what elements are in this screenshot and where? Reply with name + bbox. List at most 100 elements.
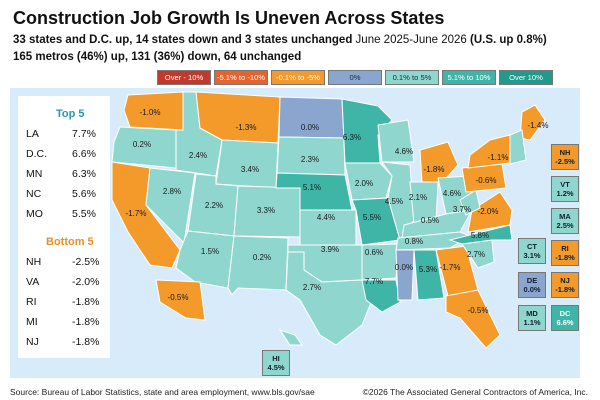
state-value-wi: 4.6% bbox=[395, 147, 413, 156]
period-label: June 2025-June 2026 bbox=[355, 34, 467, 46]
top5-heading: Top 5 bbox=[56, 108, 85, 120]
state-value-wv: 3.7% bbox=[453, 205, 471, 214]
ranking-row: LA 7.7% bbox=[26, 128, 106, 142]
small-state-de: DE 0.0% bbox=[518, 272, 546, 298]
small-state-name: RI bbox=[561, 244, 569, 253]
state-value: 5.5% bbox=[72, 208, 96, 220]
state-value-in: 2.1% bbox=[409, 193, 427, 202]
small-state-ri: RI -1.8% bbox=[551, 240, 579, 266]
state-mo bbox=[351, 197, 401, 246]
state-name: RI bbox=[26, 296, 37, 308]
small-state-hi: HI 4.5% bbox=[262, 350, 290, 376]
small-state-value: 1.2% bbox=[556, 189, 574, 198]
state-ak bbox=[155, 279, 206, 321]
state-value-fl: -0.5% bbox=[468, 306, 489, 315]
small-state-md: MD 1.1% bbox=[518, 305, 546, 331]
state-la bbox=[361, 279, 401, 313]
state-value: 6.6% bbox=[72, 148, 96, 160]
state-name: NH bbox=[26, 256, 42, 268]
state-name: VA bbox=[26, 276, 40, 288]
state-value-pa: -0.6% bbox=[476, 176, 497, 185]
state-wy bbox=[215, 139, 279, 189]
state-value: 6.3% bbox=[72, 168, 96, 180]
rankings-panel: Top 5 LA 7.7% D.C. 6.6% MN 6.3% NC 5.6% MO 5.5% B… bbox=[18, 96, 110, 358]
small-state-value: 4.5% bbox=[267, 363, 285, 372]
small-state-name: DC bbox=[559, 309, 571, 318]
state-value-co: 3.3% bbox=[257, 206, 275, 215]
state-value-il: 4.5% bbox=[385, 197, 403, 206]
small-state-value: -1.8% bbox=[555, 253, 575, 262]
state-value-oh: 4.6% bbox=[443, 189, 461, 198]
state-value-ok: 3.9% bbox=[321, 245, 339, 254]
state-ny bbox=[467, 134, 517, 169]
state-value: -1.8% bbox=[72, 316, 100, 328]
small-state-name: MA bbox=[559, 212, 571, 221]
state-value-or: 0.2% bbox=[133, 140, 151, 149]
state-value-mn: 6.3% bbox=[343, 133, 361, 142]
state-value-ut: 2.2% bbox=[205, 201, 223, 210]
state-hi bbox=[278, 329, 303, 346]
ranking-row: VA -2.0% bbox=[26, 276, 106, 290]
ranking-row: D.C. 6.6% bbox=[26, 148, 106, 162]
state-value-ak: -0.5% bbox=[168, 293, 189, 302]
ranking-row: RI -1.8% bbox=[26, 296, 106, 310]
state-value-la: 7.7% bbox=[365, 277, 383, 286]
legend-item: Over - 10% bbox=[157, 70, 211, 85]
state-value-ca: -1.7% bbox=[126, 209, 147, 218]
state-value-ny: -1.1% bbox=[488, 153, 509, 162]
state-az bbox=[175, 230, 235, 289]
state-name: D.C. bbox=[26, 148, 47, 160]
state-value-ms: 0.0% bbox=[395, 263, 413, 272]
bottom5-heading: Bottom 5 bbox=[46, 236, 94, 248]
state-ky bbox=[401, 209, 473, 239]
state-value-tn: 0.8% bbox=[405, 237, 423, 246]
state-name: MN bbox=[26, 168, 43, 180]
ranking-row: NH -2.5% bbox=[26, 256, 106, 270]
state-value: -1.8% bbox=[72, 336, 100, 348]
state-value-ky: 0.5% bbox=[421, 216, 439, 225]
state-value-mo: 5.5% bbox=[363, 213, 381, 222]
states-summary: 33 states and D.C. up, 14 states down an… bbox=[13, 34, 353, 46]
state-value-nv: 2.8% bbox=[163, 187, 181, 196]
legend-item: -0.1% to -5% bbox=[271, 70, 325, 85]
state-value-al: 5.3% bbox=[419, 265, 437, 274]
small-state-name: HI bbox=[272, 354, 280, 363]
color-legend: Over - 10% -5.1% to -10% -0.1% to -5% 0% 0.1… bbox=[157, 70, 556, 85]
small-state-value: 1.1% bbox=[523, 318, 541, 327]
small-state-value: 2.5% bbox=[556, 221, 574, 230]
state-value-nm: 0.2% bbox=[253, 253, 271, 262]
us-summary: (U.S. up 0.8%) bbox=[470, 34, 547, 46]
small-state-nj: NJ -1.8% bbox=[551, 272, 579, 298]
ranking-row: NC 5.6% bbox=[26, 188, 106, 202]
small-state-name: DE bbox=[526, 276, 538, 285]
state-name: NJ bbox=[26, 336, 39, 348]
state-value-mi: -1.8% bbox=[424, 165, 445, 174]
state-name: MO bbox=[26, 208, 43, 220]
metros-summary: 165 metros (46%) up, 131 (36%) down, 64 … bbox=[13, 51, 302, 63]
state-value-me: -1.4% bbox=[528, 121, 549, 130]
small-state-value: 6.6% bbox=[556, 318, 574, 327]
small-state-name: MD bbox=[526, 309, 538, 318]
legend-item: 0% bbox=[328, 70, 382, 85]
state-nm bbox=[227, 235, 289, 296]
state-value-id: 2.4% bbox=[189, 151, 207, 160]
state-ia bbox=[344, 162, 393, 201]
state-ms bbox=[395, 249, 415, 301]
small-state-name: VT bbox=[560, 180, 570, 189]
new-england-states bbox=[509, 129, 527, 165]
small-state-vt: VT 1.2% bbox=[551, 176, 579, 202]
state-mi bbox=[419, 141, 459, 186]
state-value-wy: 3.4% bbox=[241, 165, 259, 174]
small-state-nh: NH -2.5% bbox=[551, 144, 579, 170]
small-state-name: NH bbox=[559, 148, 571, 157]
small-state-ma: MA 2.5% bbox=[551, 208, 579, 234]
legend-item: 0.1% to 5% bbox=[385, 70, 439, 85]
state-value: -2.5% bbox=[72, 256, 100, 268]
state-name: LA bbox=[26, 128, 39, 140]
state-ar bbox=[361, 243, 399, 281]
summary-line-1: 33 states and D.C. up, 14 states down an… bbox=[13, 34, 547, 46]
state-value: -1.8% bbox=[72, 296, 100, 308]
state-nc bbox=[448, 224, 513, 245]
